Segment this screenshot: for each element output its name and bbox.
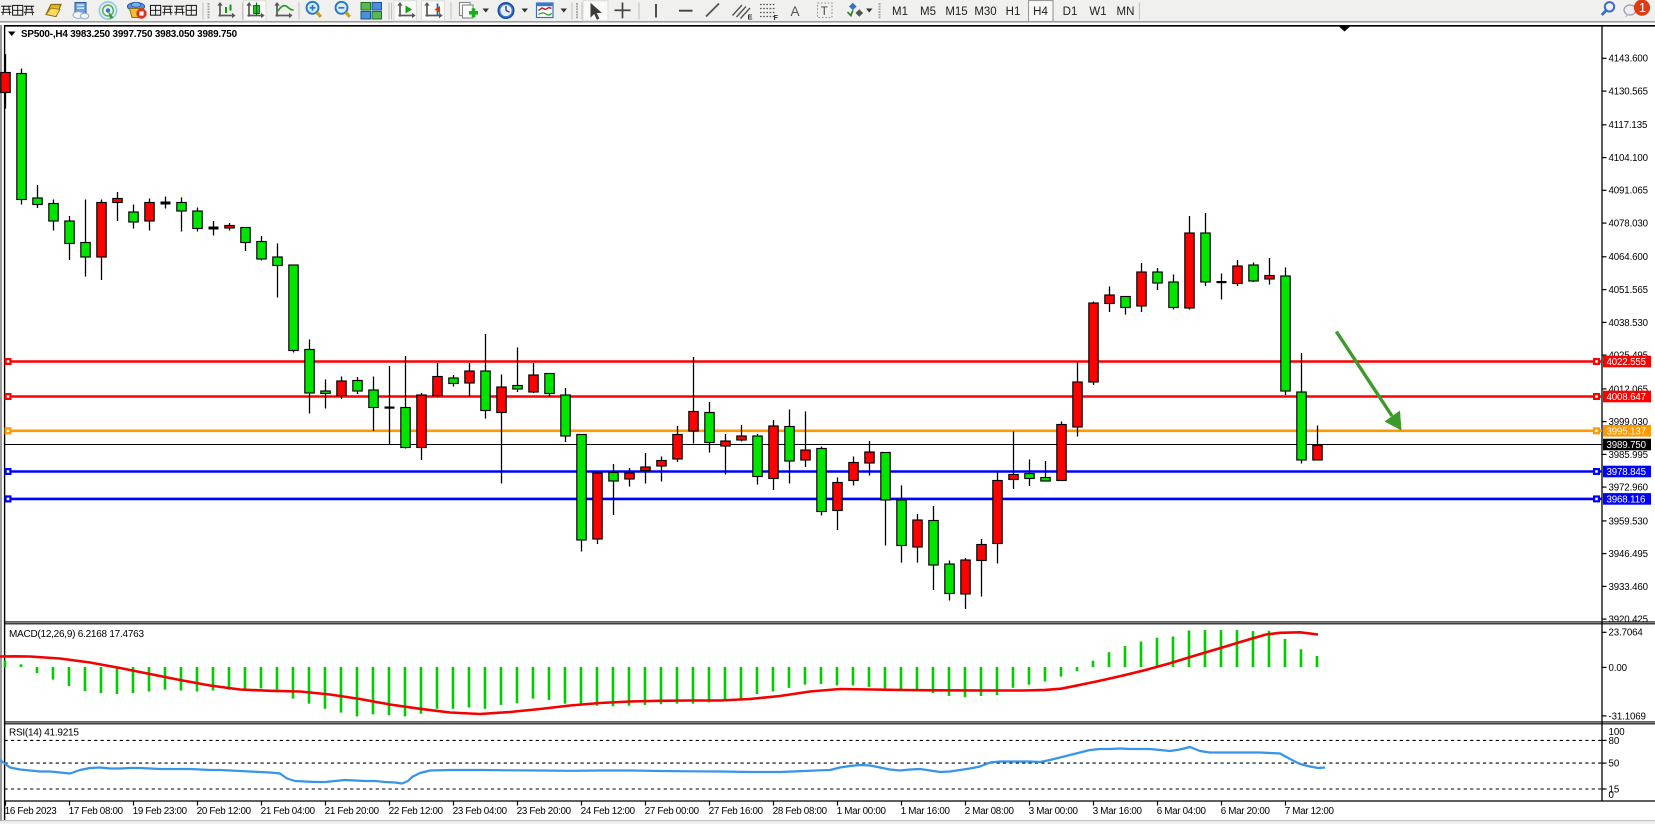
svg-text:3 Mar 16:00: 3 Mar 16:00 — [1093, 806, 1143, 817]
svg-text:23 Feb 04:00: 23 Feb 04:00 — [453, 806, 508, 817]
svg-text:23 Feb 20:00: 23 Feb 20:00 — [517, 806, 572, 817]
svg-text:0: 0 — [1609, 790, 1615, 801]
svg-text:E: E — [748, 13, 753, 22]
svg-text:1: 1 — [1639, 0, 1646, 15]
svg-text:M1: M1 — [892, 6, 908, 18]
svg-text:-31.1069: -31.1069 — [1609, 711, 1646, 722]
svg-text:D1: D1 — [1063, 6, 1078, 18]
svg-text:3946.495: 3946.495 — [1609, 549, 1648, 560]
svg-text:50: 50 — [1609, 759, 1620, 770]
svg-text:21 Feb 04:00: 21 Feb 04:00 — [261, 806, 316, 817]
svg-text:3920.425: 3920.425 — [1609, 615, 1648, 626]
svg-text:23.7064: 23.7064 — [1609, 628, 1644, 639]
svg-text:3989.750: 3989.750 — [1607, 440, 1647, 451]
svg-text:M15: M15 — [945, 6, 967, 18]
svg-text:2 Mar 08:00: 2 Mar 08:00 — [965, 806, 1015, 817]
svg-text:100: 100 — [1609, 727, 1626, 738]
svg-text:H4: H4 — [1033, 6, 1048, 18]
svg-text:F: F — [774, 13, 779, 22]
svg-text:4008.647: 4008.647 — [1607, 392, 1646, 403]
svg-text:27 Feb 16:00: 27 Feb 16:00 — [709, 806, 764, 817]
svg-text:0.00: 0.00 — [1609, 663, 1628, 674]
svg-text:1 Mar 16:00: 1 Mar 16:00 — [901, 806, 951, 817]
svg-text:W1: W1 — [1089, 6, 1106, 18]
svg-text:M5: M5 — [920, 6, 936, 18]
svg-text:19 Feb 23:00: 19 Feb 23:00 — [133, 806, 188, 817]
svg-text:MN: MN — [1117, 6, 1135, 18]
svg-text:7 Mar 12:00: 7 Mar 12:00 — [1285, 806, 1335, 817]
svg-text:15: 15 — [1609, 784, 1620, 795]
svg-text:6 Mar 20:00: 6 Mar 20:00 — [1221, 806, 1271, 817]
svg-text:4130.565: 4130.565 — [1609, 87, 1648, 98]
svg-text:27 Feb 00:00: 27 Feb 00:00 — [645, 806, 700, 817]
svg-text:4038.530: 4038.530 — [1609, 318, 1649, 329]
svg-text:4117.135: 4117.135 — [1609, 120, 1648, 131]
svg-text:24 Feb 12:00: 24 Feb 12:00 — [581, 806, 636, 817]
svg-text:6 Mar 04:00: 6 Mar 04:00 — [1157, 806, 1207, 817]
svg-text:17 Feb 08:00: 17 Feb 08:00 — [69, 806, 124, 817]
svg-text:4104.100: 4104.100 — [1609, 153, 1649, 164]
svg-text:MACD(12,26,9) 6.2168 17.4763: MACD(12,26,9) 6.2168 17.4763 — [9, 629, 144, 640]
svg-text:M30: M30 — [974, 6, 996, 18]
svg-text:4022.555: 4022.555 — [1607, 357, 1646, 368]
svg-text:4064.600: 4064.600 — [1609, 252, 1649, 263]
svg-text:4078.030: 4078.030 — [1609, 219, 1649, 230]
svg-text:16 Feb 2023: 16 Feb 2023 — [5, 806, 58, 817]
svg-text:H1: H1 — [1006, 6, 1021, 18]
svg-text:28 Feb 08:00: 28 Feb 08:00 — [773, 806, 828, 817]
svg-text:22 Feb 12:00: 22 Feb 12:00 — [389, 806, 444, 817]
svg-text:3959.530: 3959.530 — [1609, 516, 1649, 527]
svg-text:20 Feb 12:00: 20 Feb 12:00 — [197, 806, 252, 817]
svg-text:3972.960: 3972.960 — [1609, 483, 1649, 494]
svg-text:3 Mar 00:00: 3 Mar 00:00 — [1029, 806, 1079, 817]
svg-text:4012.065: 4012.065 — [1609, 384, 1648, 395]
svg-text:A: A — [791, 4, 800, 19]
svg-text:1 Mar 00:00: 1 Mar 00:00 — [837, 806, 887, 817]
svg-text:SP500-,H4 3983.250 3997.750 3: SP500-,H4 3983.250 3997.750 3983.050 398… — [21, 29, 238, 40]
svg-text:RSI(14) 41.9215: RSI(14) 41.9215 — [9, 728, 79, 739]
svg-text:4051.565: 4051.565 — [1609, 285, 1648, 296]
svg-text:3933.460: 3933.460 — [1609, 582, 1649, 593]
svg-text:3968.116: 3968.116 — [1607, 495, 1646, 506]
svg-text:80: 80 — [1609, 736, 1620, 747]
svg-text:3985.995: 3985.995 — [1609, 450, 1648, 461]
svg-text:21 Feb 20:00: 21 Feb 20:00 — [325, 806, 380, 817]
svg-text:4091.065: 4091.065 — [1609, 186, 1648, 197]
svg-text:3995.137: 3995.137 — [1607, 426, 1646, 437]
svg-text:4143.600: 4143.600 — [1609, 54, 1649, 65]
svg-text:T: T — [821, 6, 828, 18]
svg-text:3978.845: 3978.845 — [1607, 467, 1646, 478]
svg-text:3999.030: 3999.030 — [1609, 417, 1649, 428]
